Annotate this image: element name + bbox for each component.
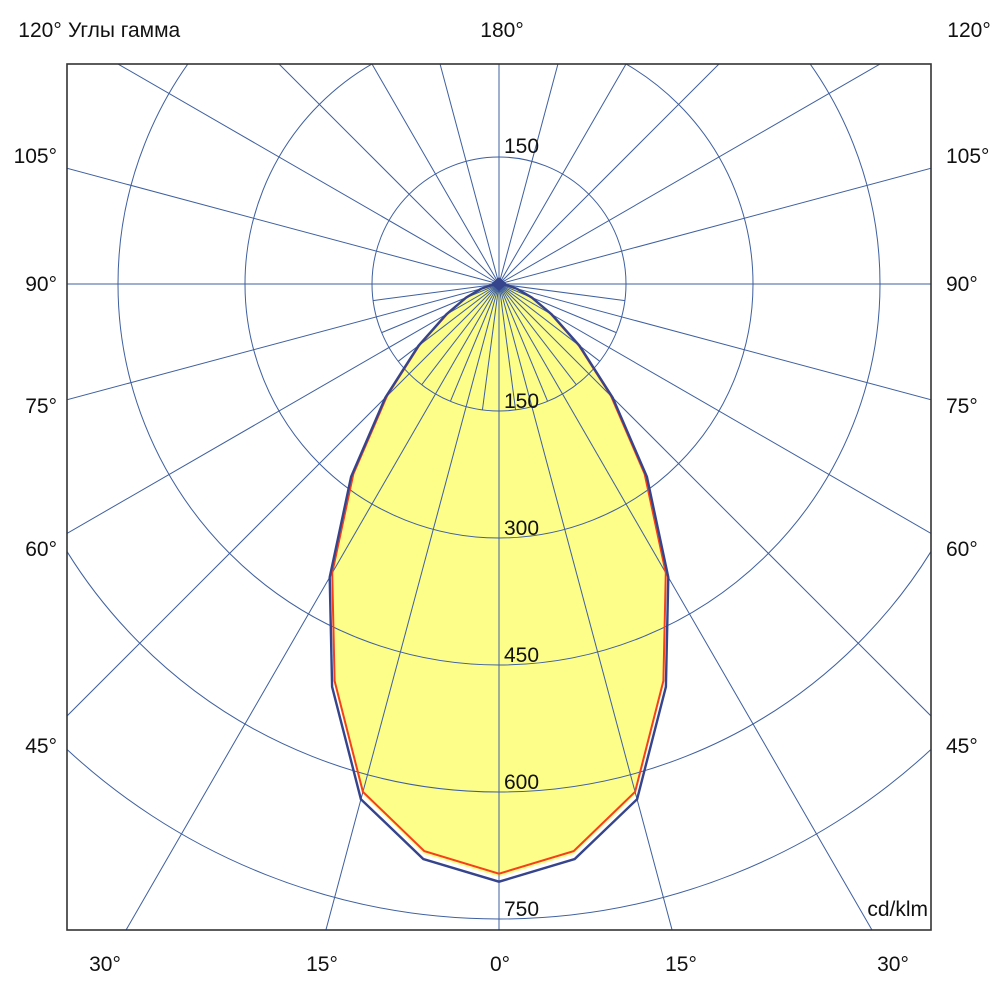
grid-ray: [498, 283, 601, 362]
grid-ray: [498, 283, 873, 930]
grid-ray: [498, 283, 577, 386]
grid-ray: [116, 64, 500, 285]
grid-ray: [67, 283, 500, 717]
grid-ray: [67, 167, 500, 285]
radial-label-600: 600: [504, 771, 539, 794]
grid-ray: [498, 283, 931, 401]
angle-label-top-center: 180°: [480, 19, 523, 42]
plot-border: [66, 63, 932, 931]
grid-ray: [498, 283, 625, 302]
angle-label-left-75: 75°: [25, 395, 57, 418]
grid-ray: [498, 283, 931, 717]
grid-ray: [278, 64, 500, 285]
radial-label-750: 750: [504, 898, 539, 921]
angle-label-right-45: 45°: [946, 735, 978, 758]
grid-ray: [481, 283, 500, 410]
grid-ray: [498, 283, 517, 410]
grid-ray: [439, 64, 500, 285]
radial-label-150-upper: 150: [504, 135, 539, 158]
grid-ray: [498, 283, 931, 534]
angle-label-bottom-15r: 15°: [665, 953, 697, 976]
grid-ray: [381, 283, 500, 334]
radial-label-300: 300: [504, 517, 539, 540]
grid-ray: [421, 283, 500, 386]
grid-ray: [498, 283, 617, 334]
grid-ray: [373, 283, 500, 302]
center-marker-diamond: [491, 277, 507, 291]
angle-label-top-right: 120°: [947, 19, 990, 42]
grid-ray: [498, 64, 882, 285]
grid-ray: [67, 283, 500, 534]
grid-ray: [67, 283, 500, 401]
beam-curve-c90-c270: [328, 282, 670, 883]
angle-label-bottom-0: 0°: [490, 953, 510, 976]
angle-label-right-60: 60°: [946, 538, 978, 561]
grid-ray: [498, 283, 549, 402]
radial-label-150: 150: [504, 390, 539, 413]
angle-label-right-105: 105°: [946, 145, 989, 168]
grid-ray: [498, 283, 673, 930]
angle-label-left-60: 60°: [25, 538, 57, 561]
grid-ray: [498, 64, 720, 285]
grid-ray: [397, 283, 500, 362]
grid-ray: [449, 283, 500, 402]
grid-ray: [498, 64, 559, 285]
angle-label-left-45: 45°: [25, 735, 57, 758]
angle-label-right-90: 90°: [946, 273, 978, 296]
angle-label-left-105: 105°: [14, 145, 57, 168]
angle-label-top-left: 120°: [18, 19, 61, 42]
angle-label-bottom-15l: 15°: [306, 953, 338, 976]
angle-label-right-75: 75°: [946, 395, 978, 418]
grid-ray: [125, 283, 500, 930]
chart-title: Углы гамма: [68, 19, 181, 42]
radial-label-450: 450: [504, 644, 539, 667]
angle-label-left-90: 90°: [25, 273, 57, 296]
grid-ray: [325, 283, 500, 930]
grid-ray: [498, 167, 931, 285]
angle-label-bottom-30l: 30°: [89, 953, 121, 976]
grid-ray: [371, 64, 500, 285]
unit-label: cd/klm: [867, 898, 928, 921]
angle-label-bottom-30r: 30°: [877, 953, 909, 976]
grid-ray: [498, 64, 627, 285]
